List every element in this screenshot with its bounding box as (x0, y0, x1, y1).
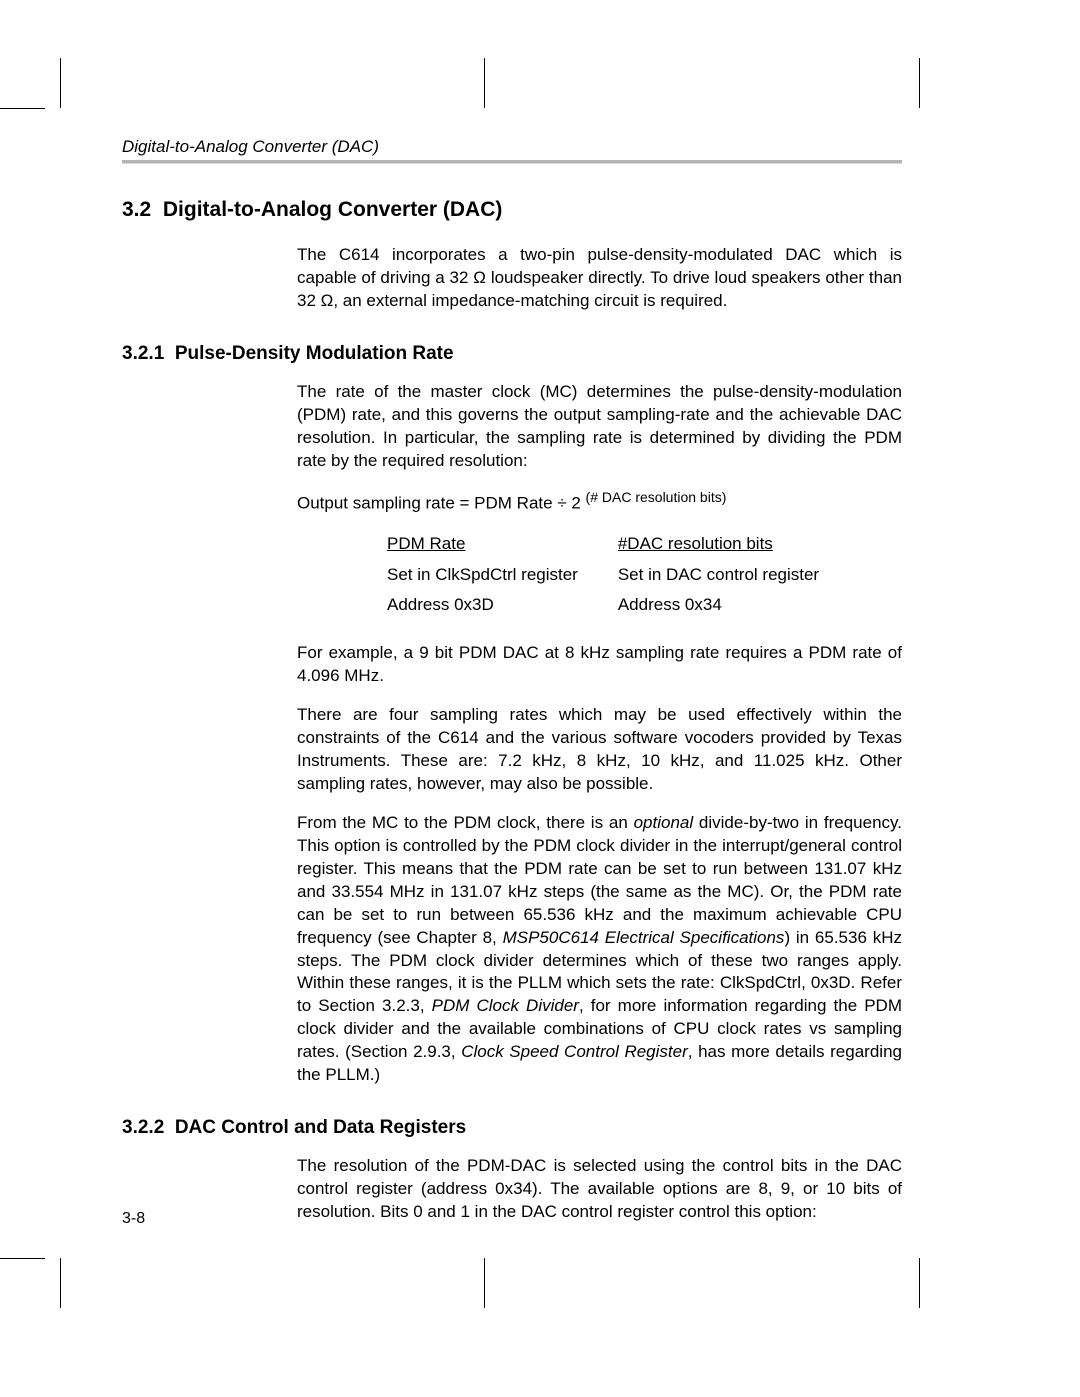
subsection-title: Pulse-Density Modulation Rate (175, 343, 454, 364)
table-header: #DAC resolution bits (618, 531, 859, 561)
table-header: PDM Rate (387, 531, 618, 561)
text-run: From the MC to the PDM clock, there is a… (297, 813, 634, 832)
subsection-title: DAC Control and Data Registers (175, 1117, 466, 1138)
subsection-heading: 3.2.1 Pulse-Density Modulation Rate (122, 343, 902, 365)
paragraph: The rate of the master clock (MC) determ… (297, 381, 902, 473)
table-cell: Set in ClkSpdCtrl register (387, 562, 618, 592)
paragraph: The resolution of the PDM-DAC is selecte… (297, 1155, 902, 1224)
reference: MSP50C614 Electrical Specifications (503, 928, 785, 947)
paragraph: For example, a 9 bit PDM DAC at 8 kHz sa… (297, 642, 902, 688)
table-cell: Address 0x3D (387, 592, 618, 622)
subsection-body: The resolution of the PDM-DAC is selecte… (297, 1155, 902, 1224)
section-intro: The C614 incorporates a two-pin pulse-de… (297, 244, 902, 313)
crop-mark (484, 58, 485, 108)
formula-exponent: (# DAC resolution bits) (586, 489, 727, 505)
crop-mark (0, 1258, 45, 1259)
subsection-body: For example, a 9 bit PDM DAC at 8 kHz sa… (297, 642, 902, 1087)
crop-mark (919, 58, 920, 108)
subsection-number: 3.2.2 (122, 1117, 164, 1138)
paragraph: The C614 incorporates a two-pin pulse-de… (297, 244, 902, 313)
crop-mark (0, 108, 45, 109)
paragraph: There are four sampling rates which may … (297, 704, 902, 796)
text-run: divide-by-two in frequency. This option … (297, 813, 902, 947)
running-head: Digital-to-Analog Converter (DAC) (122, 137, 379, 157)
page-number: 3-8 (122, 1210, 145, 1228)
reference: Clock Speed Control Register (461, 1042, 688, 1061)
paragraph: From the MC to the PDM clock, there is a… (297, 812, 902, 1087)
section-heading: 3.2 Digital-to-Analog Converter (DAC) (122, 198, 902, 222)
table-cell: Set in DAC control register (618, 562, 859, 592)
reference: PDM Clock Divider (432, 996, 579, 1015)
register-table: PDM Rate #DAC resolution bits Set in Clk… (387, 531, 902, 622)
crop-mark (919, 1258, 920, 1308)
formula: Output sampling rate = PDM Rate ÷ 2 (# D… (297, 489, 902, 514)
crop-mark (484, 1258, 485, 1308)
formula-lhs: Output sampling rate = PDM Rate ÷ 2 (297, 493, 586, 512)
table-cell: Address 0x34 (618, 592, 859, 622)
crop-mark (60, 58, 61, 108)
header-rule (122, 160, 902, 164)
content-block: 3.2 Digital-to-Analog Converter (DAC) Th… (122, 198, 902, 1240)
subsection-heading: 3.2.2 DAC Control and Data Registers (122, 1117, 902, 1139)
emphasis: optional (634, 813, 694, 832)
page: Digital-to-Analog Converter (DAC) 3.2 Di… (0, 0, 1080, 1397)
section-title: Digital-to-Analog Converter (DAC) (163, 198, 503, 221)
subsection-body: The rate of the master clock (MC) determ… (297, 381, 902, 473)
section-number: 3.2 (122, 198, 151, 221)
crop-mark (60, 1258, 61, 1308)
subsection-number: 3.2.1 (122, 343, 164, 364)
